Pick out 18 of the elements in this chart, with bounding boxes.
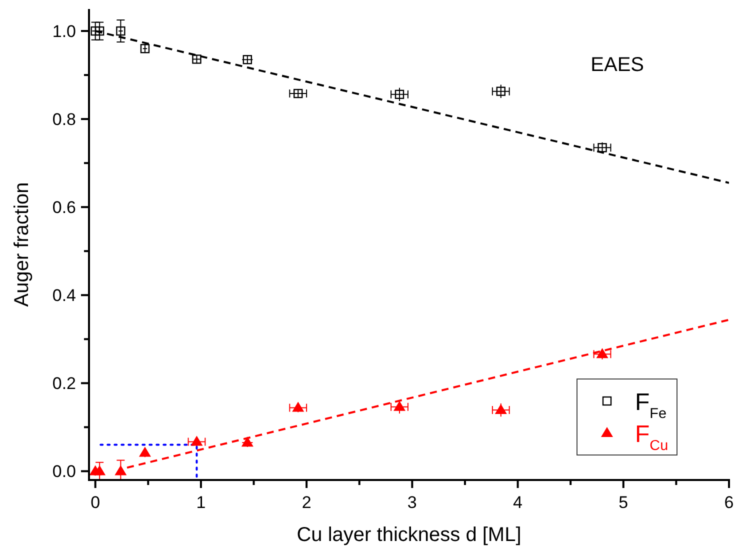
y-tick-label: 0.2: [52, 374, 76, 394]
y-tick-label: 0.4: [52, 286, 76, 306]
y-tick-label: 0.0: [52, 462, 76, 482]
y-tick-label: 1.0: [52, 22, 76, 42]
x-tick-label: 2: [302, 493, 312, 512]
x-tick-label: 4: [513, 493, 523, 512]
x-tick-label: 1: [196, 493, 206, 512]
x-tick-label: 6: [724, 493, 734, 512]
x-tick-label: 5: [618, 493, 628, 512]
x-axis-title: Cu layer thickness d [ML]: [296, 524, 522, 546]
y-axis-title: Auger fraction: [11, 182, 33, 307]
legend-label: F$_{Cu}$: [635, 421, 668, 454]
legend-label: F$_{Fe}$: [635, 389, 666, 422]
x-tick-label: 0: [90, 493, 100, 512]
x-tick-label: 3: [407, 493, 417, 512]
annotation: EAES: [590, 54, 644, 76]
y-tick-label: 0.8: [52, 110, 76, 130]
y-tick-label: 0.6: [52, 198, 76, 218]
